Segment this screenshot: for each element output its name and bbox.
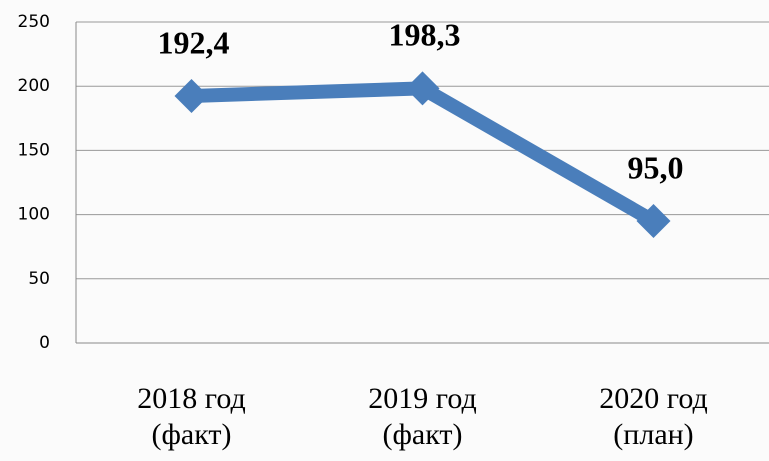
- marker: [405, 71, 440, 106]
- line: [191, 81, 657, 228]
- y-tick-label: 150: [18, 140, 50, 160]
- data-label: 192,4: [158, 24, 230, 60]
- data-label: 95,0: [628, 149, 684, 185]
- marker: [636, 204, 671, 239]
- x-tick-label: 2018 год (факт): [137, 382, 246, 451]
- x-tick-label: 2020 год (план): [599, 382, 708, 451]
- y-tick-label: 250: [18, 12, 50, 32]
- data-label: 198,3: [389, 17, 461, 53]
- y-tick-label: 50: [28, 269, 50, 289]
- y-tick-label: 0: [39, 333, 50, 353]
- marker: [174, 78, 209, 113]
- x-tick-label: 2019 год (факт): [368, 382, 477, 451]
- y-tick-label: 200: [18, 76, 50, 96]
- y-tick-label: 100: [18, 205, 50, 225]
